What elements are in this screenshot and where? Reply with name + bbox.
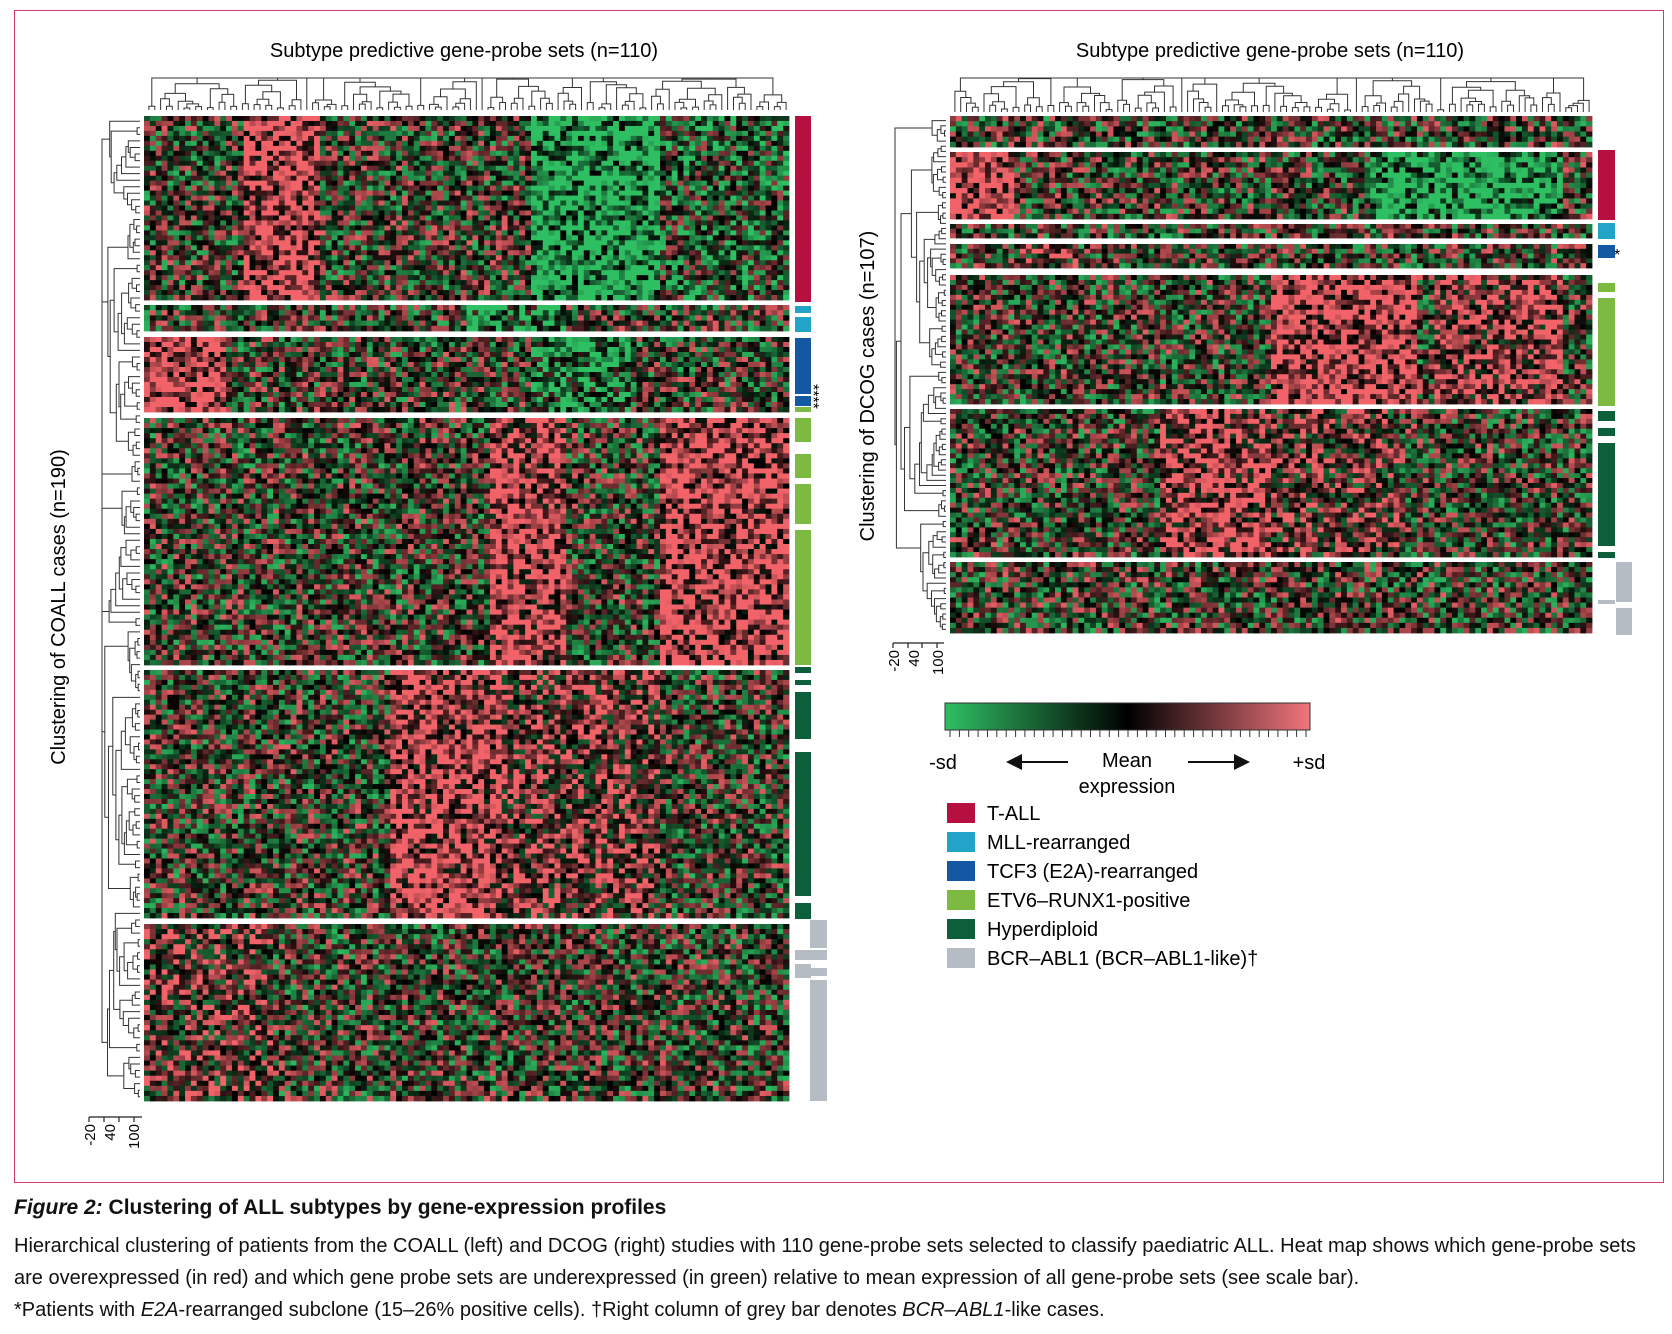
left-asterisk-mark: **** xyxy=(804,384,821,409)
caption-title: Figure 2: Clustering of ALL subtypes by … xyxy=(14,1196,666,1220)
legend-swatch xyxy=(947,803,975,823)
legend-swatch xyxy=(947,832,975,852)
right-heatmap xyxy=(950,116,1593,634)
scale-center-label-2: expression xyxy=(1079,776,1176,798)
figure-canvas: Subtype predictive gene-probe sets (n=11… xyxy=(48,40,1632,1149)
scale-right-label: +sd xyxy=(1293,752,1326,774)
right-dendro-axis: -20 40 100 xyxy=(886,642,947,675)
scale-gradient xyxy=(944,702,1311,731)
left-subtype-bars xyxy=(795,116,827,1101)
expression-scale-bar: -sd Mean expression +sd xyxy=(929,702,1326,798)
caption-title-text: Clustering of ALL subtypes by gene-expre… xyxy=(103,1196,667,1219)
right-subtype-bars xyxy=(1598,150,1632,635)
caption-body: Hierarchical clustering of patients from… xyxy=(14,1230,1664,1326)
left-dendro-tick-2: 40 xyxy=(102,1124,119,1141)
legend-label: T-ALL xyxy=(987,803,1040,825)
subtype-legend: T-ALL MLL-rearranged TCF3 (E2A)-rearranged… xyxy=(947,803,1258,970)
left-panel-title: Subtype predictive gene-probe sets (n=11… xyxy=(270,40,658,62)
caption-line-2d: BCR–ABL1 xyxy=(902,1299,1004,1321)
right-arrow-icon xyxy=(1188,754,1250,770)
right-dendro-tick-1: -20 xyxy=(886,650,903,672)
legend-label: ETV6–RUNX1-positive xyxy=(987,890,1190,912)
legend-swatch xyxy=(947,948,975,968)
left-arrow-icon xyxy=(1006,754,1068,770)
caption-line-2e: -like cases. xyxy=(1005,1299,1105,1321)
caption-line-2c: -rearranged subclone (15–26% positive ce… xyxy=(179,1299,903,1321)
figure-frame xyxy=(14,10,1664,1183)
legend-swatch xyxy=(947,861,975,881)
left-panel-ylabel: Clustering of COALL cases (n=190) xyxy=(48,449,70,765)
left-side-dendrogram xyxy=(101,120,140,1098)
right-dendro-tick-3: 100 xyxy=(930,650,947,675)
caption-line-2a: *Patients with xyxy=(14,1299,141,1321)
caption-line-2b: E2A xyxy=(141,1299,179,1321)
caption-figure-label: Figure 2: xyxy=(14,1196,103,1219)
left-dendro-tick-3: 100 xyxy=(126,1124,143,1149)
right-dendro-tick-2: 40 xyxy=(906,650,923,667)
legend-label: BCR–ABL1 (BCR–ABL1-like)† xyxy=(987,948,1258,970)
legend-label: TCF3 (E2A)-rearranged xyxy=(987,861,1198,883)
right-panel-title: Subtype predictive gene-probe sets (n=11… xyxy=(1076,40,1464,62)
scale-center-label-1: Mean xyxy=(1102,750,1152,772)
legend-swatch xyxy=(947,890,975,910)
left-dendro-axis: -20 40 100 xyxy=(82,1116,143,1149)
legend-label: Hyperdiploid xyxy=(987,919,1098,941)
legend-label: MLL-rearranged xyxy=(987,832,1130,854)
right-side-dendrogram xyxy=(894,120,946,630)
scale-ticks xyxy=(949,730,1307,737)
caption-line-1: Hierarchical clustering of patients from… xyxy=(14,1235,1636,1289)
legend-swatch xyxy=(947,919,975,939)
left-top-dendrogram xyxy=(148,77,787,110)
left-heatmap xyxy=(144,116,790,1102)
scale-left-label: -sd xyxy=(929,752,957,774)
right-top-dendrogram xyxy=(954,77,1590,112)
right-asterisk-mark: * xyxy=(1614,247,1620,264)
left-dendro-tick-1: -20 xyxy=(82,1124,99,1146)
right-panel-ylabel: Clustering of DCOG cases (n=107) xyxy=(857,231,879,542)
